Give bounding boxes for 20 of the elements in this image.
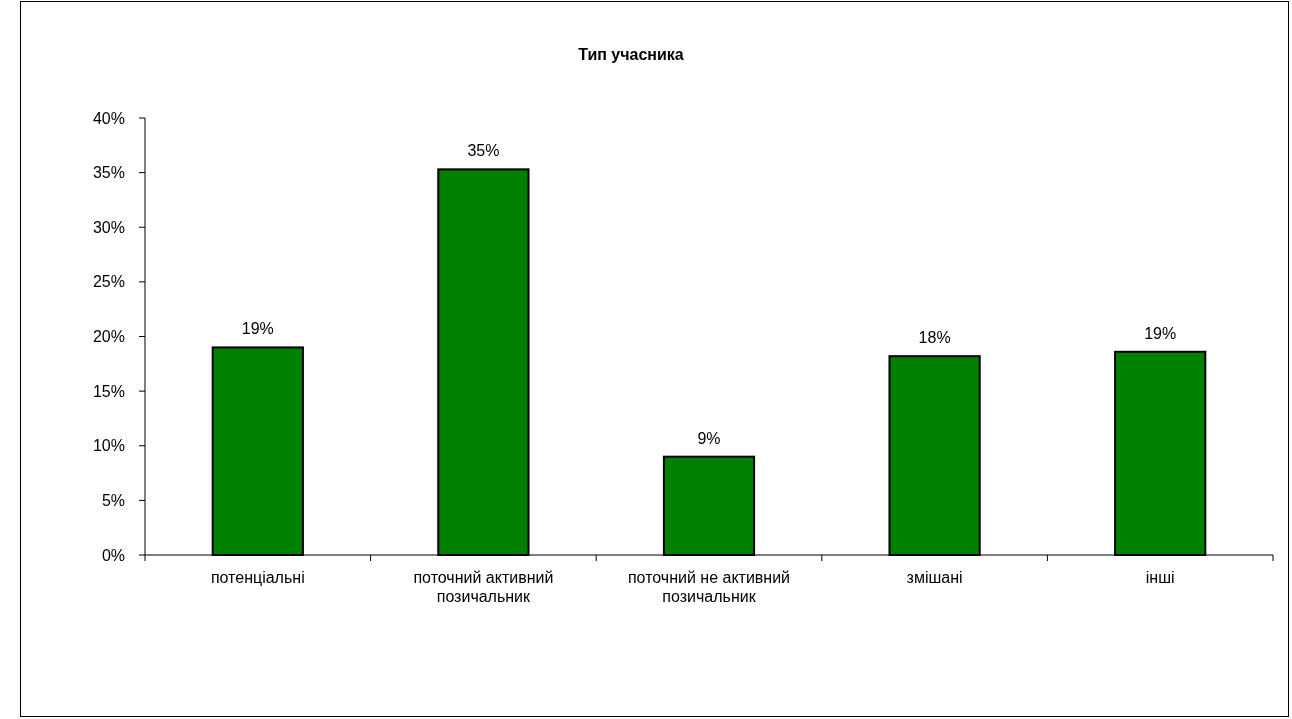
- data-label: 18%: [918, 329, 951, 347]
- y-tick-label: 25%: [92, 273, 125, 291]
- x-tick-label: поточний активний позичальник: [413, 569, 554, 605]
- data-label: 9%: [697, 429, 721, 447]
- x-tick-label: змішані: [906, 569, 963, 586]
- y-tick-label: 30%: [92, 218, 125, 236]
- x-tick-label: поточний не активний позичальник: [627, 569, 791, 605]
- y-tick-label: 40%: [92, 109, 125, 127]
- y-tick-label: 0%: [101, 546, 125, 564]
- data-label: 35%: [467, 142, 500, 160]
- x-tick-label: інші: [1145, 569, 1175, 586]
- x-tick-label: потенціальні: [210, 569, 305, 586]
- data-label: 19%: [1144, 324, 1177, 342]
- y-tick-label: 20%: [92, 328, 125, 346]
- y-tick-label: 10%: [92, 437, 125, 455]
- y-tick-label: 15%: [92, 382, 125, 400]
- chart-title: Тип учасника: [578, 46, 684, 63]
- y-tick-label: 35%: [92, 164, 125, 182]
- y-tick-label: 5%: [101, 491, 125, 509]
- data-label: 19%: [241, 320, 274, 338]
